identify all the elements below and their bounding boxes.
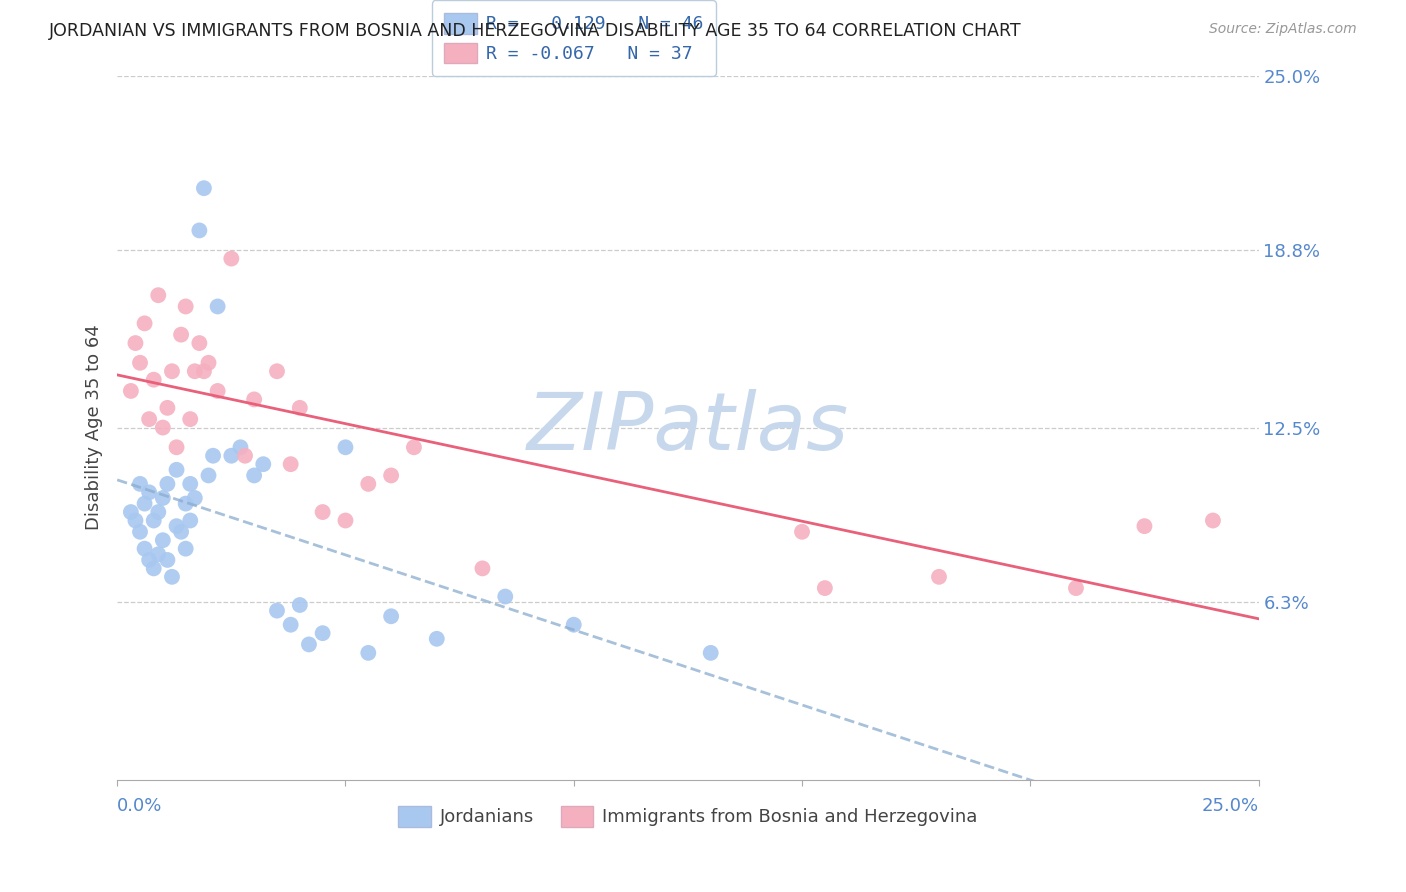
Point <box>494 590 516 604</box>
Point <box>207 300 229 314</box>
Point <box>148 288 170 302</box>
Point <box>298 637 321 651</box>
Point <box>138 412 160 426</box>
Point <box>311 505 333 519</box>
Point <box>335 440 357 454</box>
Point <box>156 401 179 415</box>
Point <box>562 617 585 632</box>
Point <box>160 364 183 378</box>
Point <box>166 519 188 533</box>
Point <box>152 533 174 548</box>
Point <box>1202 514 1225 528</box>
Point <box>280 617 302 632</box>
Point <box>170 327 193 342</box>
Text: Source: ZipAtlas.com: Source: ZipAtlas.com <box>1209 22 1357 37</box>
Point <box>288 401 311 415</box>
Point <box>221 252 243 266</box>
Point <box>184 491 207 505</box>
Point <box>207 384 229 398</box>
Point <box>174 497 197 511</box>
Point <box>134 497 156 511</box>
Point <box>790 524 813 539</box>
Point <box>426 632 449 646</box>
Point <box>142 373 165 387</box>
Point <box>166 440 188 454</box>
Point <box>138 553 160 567</box>
Text: ZIPatlas: ZIPatlas <box>527 389 849 467</box>
Point <box>197 468 219 483</box>
Point <box>174 541 197 556</box>
Legend: Jordanians, Immigrants from Bosnia and Herzegovina: Jordanians, Immigrants from Bosnia and H… <box>391 798 986 834</box>
Point <box>280 457 302 471</box>
Point <box>156 553 179 567</box>
Y-axis label: Disability Age 35 to 64: Disability Age 35 to 64 <box>86 325 103 531</box>
Point <box>184 364 207 378</box>
Point <box>152 420 174 434</box>
Point <box>288 598 311 612</box>
Point <box>243 468 266 483</box>
Point <box>357 646 380 660</box>
Text: 0.0%: 0.0% <box>117 797 163 815</box>
Point <box>179 476 201 491</box>
Point <box>134 317 156 331</box>
Point <box>471 561 494 575</box>
Point <box>179 514 201 528</box>
Point <box>266 604 288 618</box>
Point <box>174 300 197 314</box>
Point <box>252 457 274 471</box>
Point <box>152 491 174 505</box>
Point <box>148 505 170 519</box>
Point <box>170 524 193 539</box>
Point <box>357 476 380 491</box>
Point <box>229 440 252 454</box>
Point <box>188 336 211 351</box>
Point <box>197 356 219 370</box>
Point <box>129 356 152 370</box>
Point <box>129 476 152 491</box>
Point <box>402 440 425 454</box>
Point <box>124 336 146 351</box>
Point <box>202 449 225 463</box>
Point <box>120 384 142 398</box>
Point <box>1133 519 1156 533</box>
Point <box>166 463 188 477</box>
Point <box>120 505 142 519</box>
Point <box>129 524 152 539</box>
Point <box>179 412 201 426</box>
Point <box>193 364 215 378</box>
Point <box>160 570 183 584</box>
Point <box>311 626 333 640</box>
Point <box>188 223 211 237</box>
Point <box>335 514 357 528</box>
Text: 25.0%: 25.0% <box>1202 797 1258 815</box>
Point <box>142 561 165 575</box>
Point <box>233 449 256 463</box>
Point <box>156 476 179 491</box>
Point <box>380 468 402 483</box>
Point <box>699 646 721 660</box>
Point <box>134 541 156 556</box>
Point <box>1064 581 1087 595</box>
Point <box>266 364 288 378</box>
Point <box>380 609 402 624</box>
Point <box>814 581 837 595</box>
Point <box>928 570 950 584</box>
Point <box>138 485 160 500</box>
Point <box>243 392 266 407</box>
Point <box>221 449 243 463</box>
Text: JORDANIAN VS IMMIGRANTS FROM BOSNIA AND HERZEGOVINA DISABILITY AGE 35 TO 64 CORR: JORDANIAN VS IMMIGRANTS FROM BOSNIA AND … <box>49 22 1022 40</box>
Point <box>124 514 146 528</box>
Point <box>193 181 215 195</box>
Point <box>148 547 170 561</box>
Point <box>142 514 165 528</box>
